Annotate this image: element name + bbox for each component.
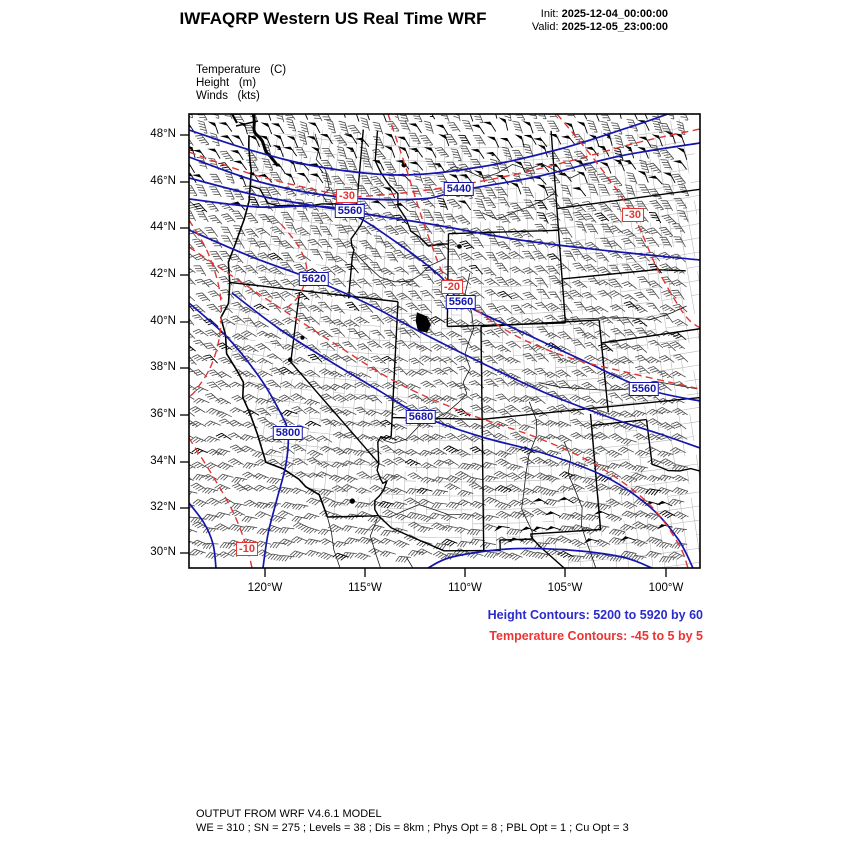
lakes (287, 162, 462, 504)
footer-config-line: WE = 310 ; SN = 275 ; Levels = 38 ; Dis … (196, 822, 629, 834)
temperature-contour-info: Temperature Contours: -45 to 5 by 5 (489, 629, 703, 643)
init-value: 2025-12-04_00:00:00 (561, 8, 668, 20)
axis-ticks (180, 134, 667, 577)
init-label: Init: (540, 8, 562, 20)
footer-model-line: OUTPUT FROM WRF V4.6.1 MODEL (196, 808, 382, 820)
map-frame (188, 113, 701, 569)
legend-temperature-units: Temperature (C) (196, 64, 287, 76)
legend-winds-units: Winds (kts) (196, 90, 260, 102)
state-borders (230, 129, 700, 568)
height-contour-info: Height Contours: 5200 to 5920 by 60 (487, 608, 703, 622)
valid-label: Valid: (531, 21, 562, 33)
height-contour-lines (189, 114, 700, 568)
temperature-contour-lines (189, 114, 700, 568)
init-time-line: Init: 2025-12-04_00:00:00 (541, 8, 668, 20)
page-title: IWFAQRP Western US Real Time WRF (179, 9, 487, 28)
legend-height-units: Height (m) (196, 77, 257, 89)
valid-value: 2025-12-05_23:00:00 (561, 21, 668, 33)
valid-time-line: Valid: 2025-12-05_23:00:00 (532, 21, 668, 33)
